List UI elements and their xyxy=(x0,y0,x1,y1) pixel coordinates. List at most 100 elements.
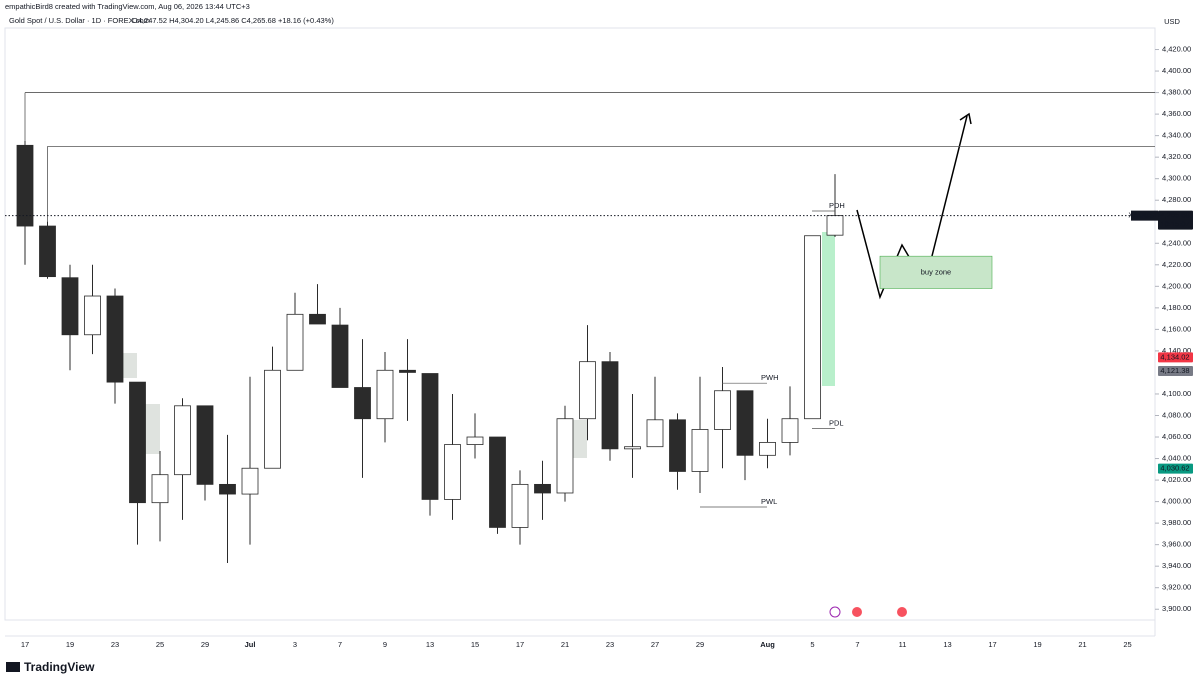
x-tick-label: 13 xyxy=(943,640,951,649)
x-tick-label: 7 xyxy=(338,640,342,649)
candle-body xyxy=(759,441,776,456)
x-tick-label: 11 xyxy=(899,640,907,649)
price-tag xyxy=(1158,463,1193,474)
candle-body xyxy=(219,483,236,495)
event-icon[interactable] xyxy=(897,607,907,617)
x-tick-label: 29 xyxy=(201,640,209,649)
currency: USD xyxy=(1164,17,1180,26)
y-tick-label: 4,340.00 xyxy=(1162,131,1191,140)
logo-mark xyxy=(6,662,20,672)
marker-label: PWH xyxy=(761,373,779,382)
y-tick-label: 4,000.00 xyxy=(1162,497,1191,506)
symbol-tag xyxy=(1131,210,1158,221)
projection-arrow xyxy=(856,115,968,300)
y-tick-label: 4,200.00 xyxy=(1162,281,1191,290)
candle-body xyxy=(196,405,214,485)
x-tick-label: 19 xyxy=(66,640,74,649)
x-tick-label: Aug xyxy=(760,640,775,649)
countdown: 10:15:07 xyxy=(1160,220,1189,229)
event-icon[interactable] xyxy=(829,606,841,618)
candle-body xyxy=(331,324,349,388)
logo: TradingView xyxy=(24,660,95,674)
x-tick-label: 7 xyxy=(855,640,859,649)
candle-body xyxy=(16,144,34,227)
candle-body xyxy=(264,369,281,469)
candle-body xyxy=(174,405,191,476)
y-tick-label: 3,920.00 xyxy=(1162,583,1191,592)
x-tick-label: 23 xyxy=(111,640,119,649)
candle-body xyxy=(399,369,416,373)
y-tick-label: 4,240.00 xyxy=(1162,238,1191,247)
price-tag xyxy=(1158,365,1193,376)
x-tick-label: 3 xyxy=(293,640,297,649)
y-tick-label: 4,360.00 xyxy=(1162,109,1191,118)
x-tick-label: 29 xyxy=(696,640,704,649)
candle-body xyxy=(669,419,686,472)
price-tag-label: 4,134.02 xyxy=(1160,352,1189,361)
x-tick-label: 15 xyxy=(471,640,479,649)
marker-label: PDL xyxy=(829,418,844,427)
price-tag xyxy=(1158,352,1193,363)
candle-body xyxy=(61,277,79,336)
price-tag-label: 4,265.68 xyxy=(1160,211,1189,220)
ghost xyxy=(122,353,137,378)
candle-body xyxy=(489,436,506,528)
x-tick-label: 25 xyxy=(156,640,164,649)
candle-body xyxy=(309,313,326,325)
x-tick-label: 17 xyxy=(21,640,29,649)
x-tick-label: 17 xyxy=(988,640,996,649)
candle-body xyxy=(129,381,146,504)
y-tick-label: 4,100.00 xyxy=(1162,389,1191,398)
symbol-label: XAUUSD xyxy=(1128,211,1160,220)
y-tick-label: 4,140.00 xyxy=(1162,346,1191,355)
x-tick-label: 21 xyxy=(1078,640,1086,649)
candle-body xyxy=(624,446,641,450)
y-tick-label: 4,320.00 xyxy=(1162,152,1191,161)
x-tick-label: 5 xyxy=(810,640,814,649)
x-tick-label: 9 xyxy=(383,640,387,649)
event-icon[interactable] xyxy=(852,607,862,617)
candle-body xyxy=(421,373,439,500)
candle-body xyxy=(534,483,551,494)
arrow-head xyxy=(959,112,972,125)
y-tick-label: 4,060.00 xyxy=(1162,432,1191,441)
y-tick-label: 4,180.00 xyxy=(1162,303,1191,312)
y-tick-label: 4,080.00 xyxy=(1162,410,1191,419)
symbol: Gold Spot / U.S. Dollar · 1D · FOREX.com xyxy=(9,16,150,25)
y-tick-label: 4,300.00 xyxy=(1162,174,1191,183)
credit: empathicBird8 created with TradingView.c… xyxy=(5,2,250,11)
y-tick-label: 4,160.00 xyxy=(1162,324,1191,333)
price-tag-label: 4,030.62 xyxy=(1160,464,1189,473)
y-tick-label: 4,420.00 xyxy=(1162,45,1191,54)
candle-body xyxy=(376,369,394,420)
x-tick-label: 17 xyxy=(516,640,524,649)
candle-body xyxy=(736,390,754,456)
x-tick-label: 27 xyxy=(651,640,659,649)
candle-body xyxy=(106,295,124,383)
candle-body xyxy=(781,418,799,443)
y-tick-label: 3,940.00 xyxy=(1162,561,1191,570)
y-tick-label: 4,040.00 xyxy=(1162,454,1191,463)
price-tag-label: 4,121.38 xyxy=(1160,366,1189,375)
y-tick-label: 4,380.00 xyxy=(1162,88,1191,97)
marker-label: PWL xyxy=(761,497,777,506)
candle-body xyxy=(646,419,664,448)
y-tick-label: 4,020.00 xyxy=(1162,475,1191,484)
candle-body xyxy=(354,387,371,420)
x-tick-label: 19 xyxy=(1033,640,1041,649)
candle-body xyxy=(511,483,529,528)
candle-body xyxy=(241,467,259,495)
marker-label: PDH xyxy=(829,201,845,210)
y-tick-label: 3,900.00 xyxy=(1162,604,1191,613)
y-tick-label: 4,280.00 xyxy=(1162,195,1191,204)
y-tick-label: 4,220.00 xyxy=(1162,260,1191,269)
ohlc: O4,247.52 H4,304.20 L4,245.86 C4,265.68 … xyxy=(132,16,334,25)
candle-body xyxy=(579,361,596,420)
price-tag xyxy=(1158,210,1193,230)
ghost xyxy=(145,404,160,454)
candle-body xyxy=(826,215,844,236)
y-tick-label: 3,960.00 xyxy=(1162,540,1191,549)
candle-body xyxy=(691,429,709,472)
x-tick-label: Jul xyxy=(245,640,256,649)
